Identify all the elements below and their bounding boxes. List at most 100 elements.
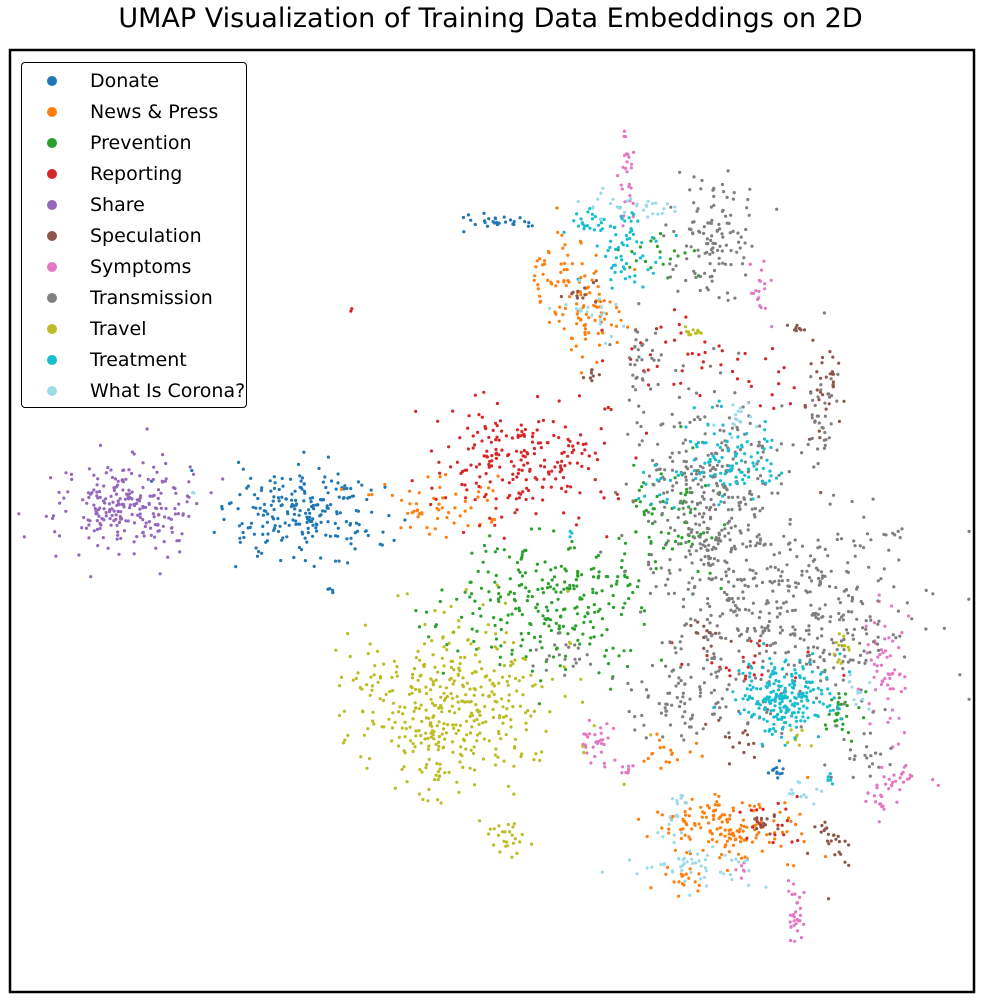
data-point [108, 508, 112, 512]
data-point [729, 263, 733, 267]
data-point [727, 832, 732, 836]
data-point [544, 668, 548, 672]
data-point [739, 856, 744, 860]
data-point [511, 841, 515, 845]
data-point [772, 708, 776, 712]
data-point [540, 750, 544, 754]
data-point [628, 194, 632, 198]
data-point [736, 231, 740, 235]
data-point [492, 827, 496, 831]
data-point [800, 699, 804, 703]
data-point [649, 266, 653, 270]
data-point [629, 648, 633, 653]
data-point [505, 679, 509, 684]
data-point [882, 567, 886, 571]
data-point [757, 706, 761, 710]
data-point [701, 470, 705, 474]
data-point [697, 822, 701, 826]
data-point [745, 206, 749, 210]
data-point [809, 362, 813, 366]
data-point [590, 212, 595, 216]
data-point [123, 497, 127, 501]
data-point [596, 609, 600, 614]
data-point [400, 767, 404, 772]
data-point [473, 498, 477, 502]
data-point [856, 691, 860, 695]
data-point [511, 825, 515, 829]
data-point [601, 186, 605, 190]
data-point [413, 701, 417, 705]
data-point [743, 460, 748, 464]
data-point [80, 526, 84, 530]
data-point [747, 710, 751, 714]
data-point [682, 512, 686, 516]
data-point [591, 587, 595, 591]
data-point [759, 634, 763, 638]
data-point [771, 669, 775, 673]
data-point [686, 352, 690, 356]
data-point [676, 516, 680, 520]
data-point [476, 430, 480, 434]
data-point [758, 806, 762, 810]
data-point [809, 744, 813, 748]
data-point [715, 484, 720, 488]
data-point [876, 642, 880, 646]
data-point [742, 596, 746, 601]
data-point [580, 597, 584, 601]
data-point [815, 713, 819, 718]
data-point [729, 469, 733, 473]
data-point [593, 754, 597, 759]
data-point [381, 698, 386, 703]
data-point [694, 522, 698, 526]
data-point [897, 646, 901, 650]
data-point [908, 773, 912, 777]
data-point [536, 441, 541, 445]
data-point [94, 511, 99, 515]
data-point [754, 425, 759, 429]
data-point [58, 501, 62, 505]
data-point [876, 648, 881, 653]
data-point [554, 647, 559, 651]
data-point [688, 552, 693, 556]
data-point [724, 443, 728, 447]
data-point [440, 656, 444, 660]
data-point [837, 696, 842, 700]
data-point [843, 839, 847, 843]
data-point [687, 387, 691, 391]
data-point [747, 662, 751, 666]
data-point [804, 694, 808, 699]
data-point [756, 477, 760, 481]
data-point [64, 471, 68, 475]
data-point [851, 633, 855, 637]
data-point [777, 688, 781, 692]
data-point [851, 637, 856, 641]
legend-marker [47, 355, 57, 365]
data-point [698, 230, 702, 234]
data-point [895, 800, 899, 804]
data-point [684, 425, 688, 429]
data-point [478, 713, 482, 718]
data-point [780, 771, 784, 775]
data-point [828, 584, 832, 589]
data-point [485, 455, 489, 459]
data-point [736, 596, 740, 601]
data-point [798, 637, 802, 641]
data-point [449, 692, 453, 696]
data-point [757, 296, 761, 300]
data-point [676, 254, 680, 258]
data-point [611, 593, 615, 598]
data-point [717, 794, 721, 799]
data-point [864, 690, 868, 694]
data-point [718, 706, 722, 710]
data-point [562, 511, 566, 515]
data-point [699, 691, 703, 695]
data-point [187, 495, 191, 499]
data-point [635, 872, 639, 876]
data-point [783, 686, 787, 690]
data-point [552, 587, 556, 591]
data-point [511, 222, 515, 226]
data-point [777, 382, 781, 386]
data-point [702, 624, 706, 628]
data-point [675, 758, 680, 762]
data-point [678, 421, 682, 425]
